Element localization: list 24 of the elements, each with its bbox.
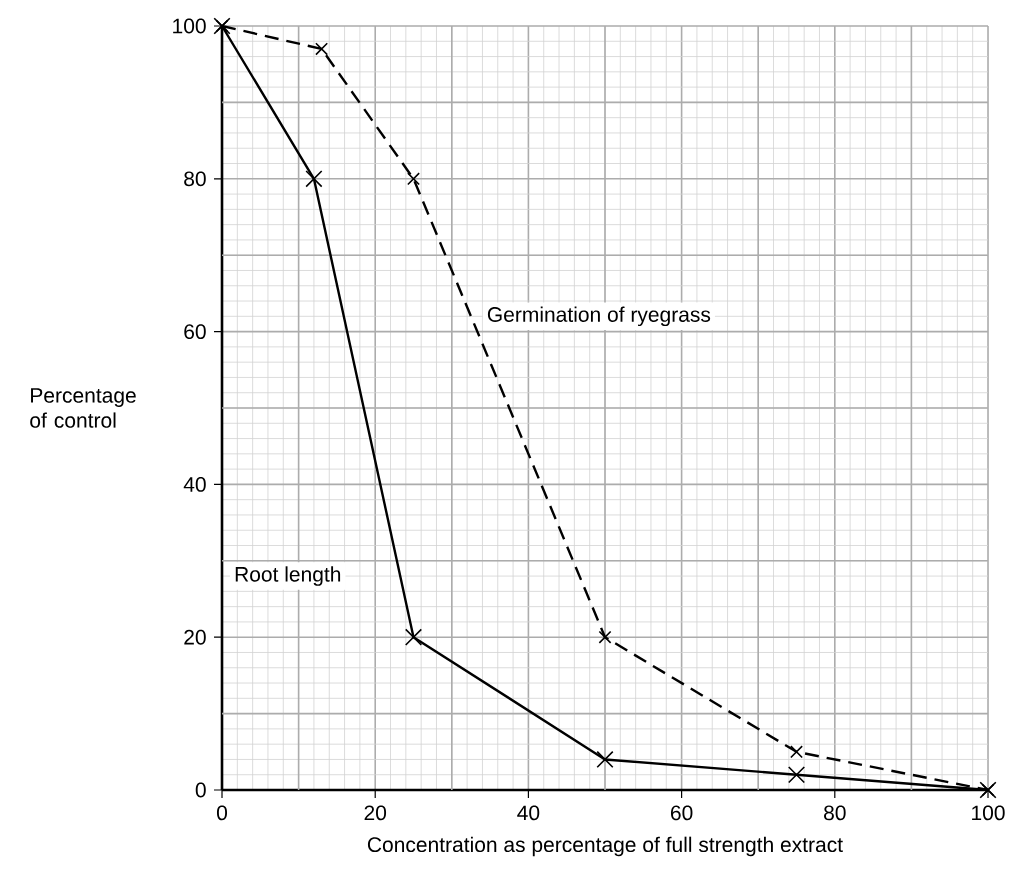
y-tick-label: 40	[183, 476, 206, 492]
y-tick-label: 100	[173, 18, 206, 34]
point	[790, 745, 803, 759]
x-tick-label: 60	[670, 805, 693, 821]
y-tick-label: 80	[184, 171, 206, 187]
point	[305, 170, 323, 188]
y-tick-label: 0	[195, 782, 206, 798]
x-tick-label: 20	[364, 805, 387, 821]
point	[596, 750, 614, 769]
y-tick-label: 60	[184, 324, 206, 340]
x-tick-label: 0	[216, 805, 228, 821]
series-label: Germination of ryegrass	[487, 306, 711, 327]
x-tick-label: 40	[517, 805, 540, 821]
point	[598, 630, 612, 644]
y-tick-label: 20	[184, 629, 206, 645]
x-tick-label: 100	[972, 805, 1005, 821]
point	[315, 42, 329, 56]
point	[407, 172, 420, 186]
x-axis-title: Concentration as percentage of full strength extract	[367, 836, 843, 857]
y-axis-title: Percentage of control	[30, 388, 136, 428]
x-tick-label: 80	[824, 805, 846, 821]
point	[404, 628, 423, 646]
point	[787, 766, 806, 784]
legend-label: Root length	[235, 566, 341, 586]
